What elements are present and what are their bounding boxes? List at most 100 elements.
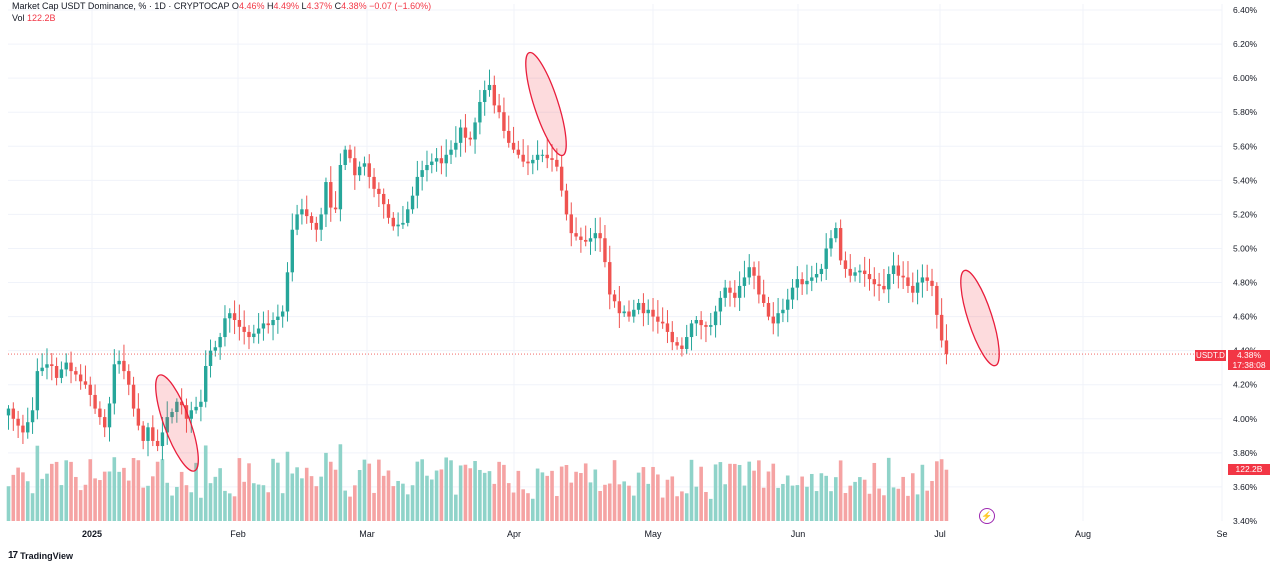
volume-bar [338, 444, 343, 521]
candle-body [175, 401, 179, 412]
volume-bar [16, 467, 20, 521]
price-tag-countdown: 17:38:08 [1232, 360, 1266, 370]
candle-body [444, 154, 448, 164]
volume-bar [266, 492, 271, 521]
volume-bar [93, 478, 97, 521]
y-tick-label: 5.00% [1233, 243, 1258, 253]
volume-bar [886, 457, 891, 521]
volume-bar [545, 475, 550, 521]
candle-body [713, 311, 718, 326]
candle-body [838, 228, 843, 261]
volume-bar [74, 476, 78, 521]
volume-bar [165, 482, 170, 521]
candle-body [617, 301, 622, 314]
candle-body [540, 154, 545, 156]
volume-bar [872, 462, 877, 521]
candle-body [319, 214, 323, 230]
x-tick-label: Feb [230, 529, 246, 539]
candle-body [252, 333, 256, 338]
candle-body [170, 411, 174, 418]
candle-body [685, 337, 689, 349]
candle-body [194, 406, 198, 411]
volume-bar [295, 467, 299, 521]
lightning-icon[interactable]: ⚡ [979, 508, 995, 524]
volume-bar [559, 466, 564, 521]
volume-bar [805, 486, 809, 521]
candle-body [790, 287, 795, 300]
candle-body [584, 239, 588, 242]
volume-bar [699, 466, 703, 521]
x-tick-label: Apr [507, 529, 521, 539]
candle-body [26, 422, 30, 433]
y-tick-label: 3.80% [1233, 448, 1258, 458]
volume-bar [636, 472, 641, 521]
volume-bar [516, 470, 521, 521]
volume-bar [790, 485, 795, 521]
candle-body [930, 280, 934, 286]
volume-bar [425, 475, 429, 521]
volume-bar [757, 460, 761, 521]
volume-bar [439, 469, 444, 521]
candle-body [122, 360, 126, 372]
candle-body [353, 158, 357, 176]
candle-body [458, 127, 463, 143]
volume-bar [781, 483, 785, 521]
volume-bar [353, 485, 357, 521]
candle-body [507, 130, 511, 143]
volume-bar [458, 465, 463, 521]
candle-body [766, 302, 771, 317]
candle-body [819, 268, 824, 275]
open-label: O [231, 1, 239, 11]
candle-body [694, 320, 699, 324]
volume-bar [78, 490, 83, 521]
volume-bar [583, 463, 588, 521]
volume-bar [858, 477, 862, 521]
volume-bar [848, 485, 853, 521]
volume-bar [742, 485, 747, 521]
volume-bar [213, 476, 218, 521]
volume-bar [651, 466, 655, 521]
candle-body [627, 311, 631, 317]
volume-bar [925, 490, 930, 521]
candle-body [786, 299, 790, 310]
candle-body [434, 158, 439, 162]
volume-bar [232, 496, 237, 521]
y-tick-label: 4.00% [1233, 414, 1258, 424]
candle-body [670, 331, 674, 343]
candle-body [872, 279, 876, 285]
candle-body [771, 316, 775, 324]
volume-bar [372, 492, 376, 521]
candle-body [280, 311, 285, 317]
candle-body [305, 209, 309, 217]
candle-body [608, 262, 612, 295]
volume-bar [627, 485, 631, 521]
candle-body [665, 323, 670, 332]
volume-bar [21, 472, 25, 521]
volume-bar [511, 492, 516, 521]
volume-bar [891, 487, 896, 521]
volume-bar [30, 493, 35, 521]
y-tick-label: 5.60% [1233, 141, 1258, 151]
candle-body [127, 371, 131, 385]
volume-bar [761, 487, 766, 521]
candle-body [622, 311, 626, 314]
volume-bar [98, 480, 102, 521]
volume-bar [218, 468, 222, 521]
candle-body [189, 410, 193, 419]
candle-body [824, 248, 828, 269]
volume-bar [882, 495, 886, 521]
volume-bar [59, 485, 64, 521]
volume-bar [896, 488, 901, 521]
candle-body [478, 101, 482, 123]
low-label: L [301, 1, 307, 11]
volume-bar [386, 470, 391, 521]
candle-body [430, 161, 434, 166]
candle-body [747, 267, 751, 278]
open-value: 4.46% [238, 1, 265, 11]
candle-body [155, 440, 160, 447]
candle-body [877, 284, 881, 286]
brand[interactable]: 17 TradingView [8, 550, 73, 561]
highlight-ellipse [960, 269, 1000, 367]
